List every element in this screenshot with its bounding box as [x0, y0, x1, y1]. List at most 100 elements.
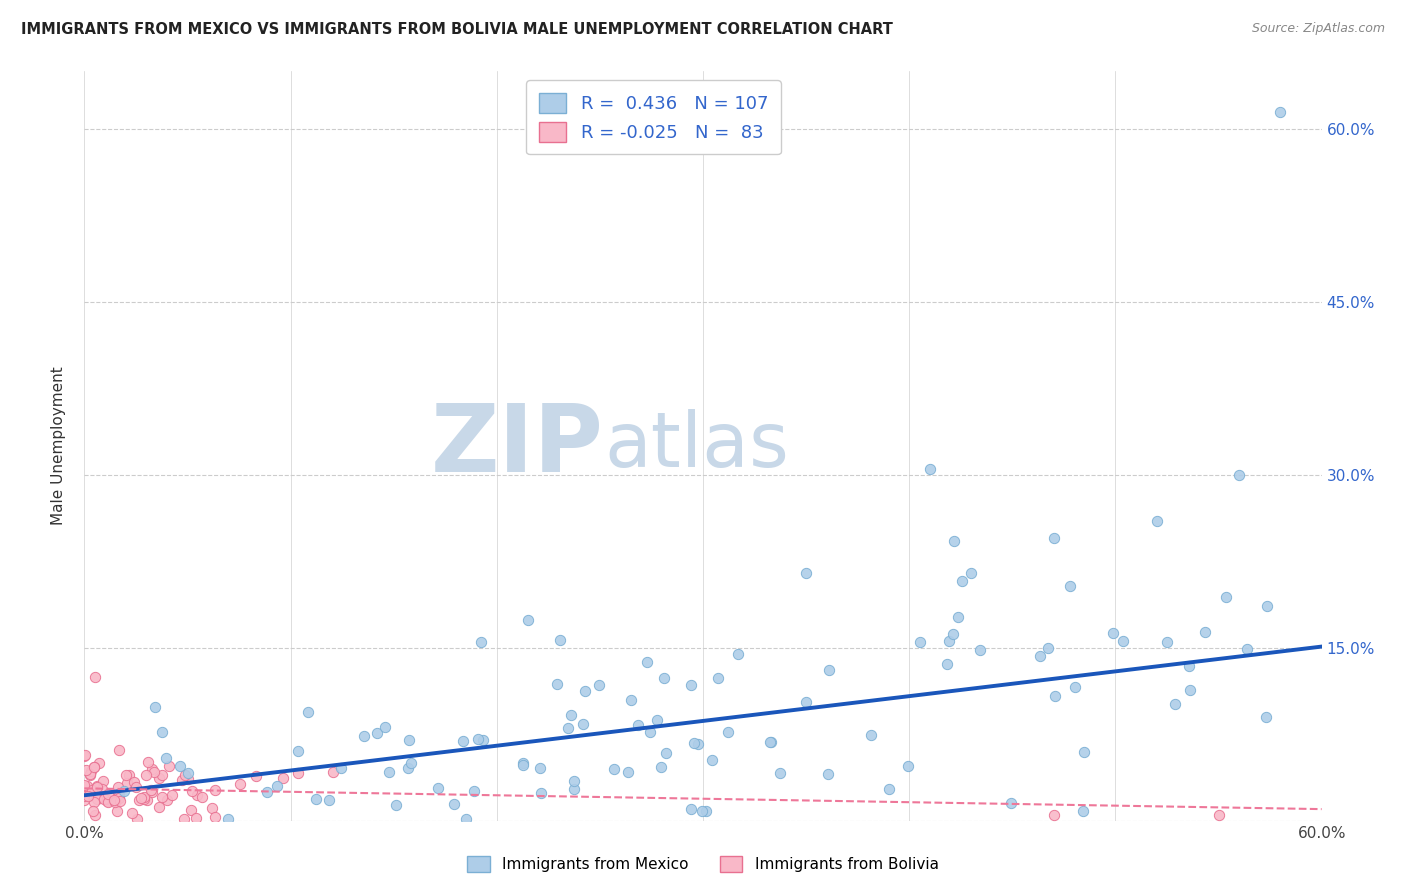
- Point: [297, 705, 319, 719]
- Point: [1059, 579, 1081, 593]
- Point: [1178, 658, 1201, 673]
- Point: [79, 766, 101, 780]
- Point: [530, 786, 553, 800]
- Text: Source: ZipAtlas.com: Source: ZipAtlas.com: [1251, 22, 1385, 36]
- Point: [588, 678, 610, 692]
- Point: [114, 767, 136, 781]
- Text: atlas: atlas: [605, 409, 789, 483]
- Point: [617, 765, 640, 780]
- Point: [512, 758, 534, 772]
- Point: [180, 803, 202, 817]
- Point: [1227, 467, 1250, 482]
- Point: [82, 783, 104, 797]
- Point: [1036, 641, 1059, 656]
- Point: [122, 775, 145, 789]
- Point: [173, 813, 195, 827]
- Point: [322, 764, 344, 779]
- Point: [463, 783, 485, 797]
- Point: [1215, 590, 1237, 604]
- Point: [318, 793, 340, 807]
- Point: [562, 773, 585, 788]
- Point: [108, 789, 131, 803]
- Point: [141, 785, 163, 799]
- Point: [443, 797, 465, 811]
- Point: [950, 574, 973, 589]
- Point: [83, 760, 105, 774]
- Point: [77, 789, 100, 803]
- Point: [943, 533, 966, 548]
- Point: [150, 767, 173, 781]
- Point: [75, 763, 97, 777]
- Point: [353, 730, 375, 744]
- Point: [204, 809, 226, 823]
- Point: [1236, 642, 1258, 657]
- Point: [650, 760, 672, 774]
- Point: [557, 721, 579, 735]
- Point: [132, 792, 155, 806]
- Point: [82, 804, 104, 818]
- Point: [141, 762, 163, 776]
- Point: [1101, 626, 1123, 640]
- Point: [385, 797, 408, 812]
- Point: [73, 747, 96, 762]
- Point: [960, 566, 983, 580]
- Point: [897, 759, 920, 773]
- Point: [76, 779, 98, 793]
- Point: [456, 813, 478, 827]
- Point: [157, 759, 180, 773]
- Point: [329, 761, 352, 775]
- Point: [877, 781, 900, 796]
- Point: [918, 462, 941, 476]
- Point: [717, 724, 740, 739]
- Point: [156, 793, 179, 807]
- Point: [682, 736, 704, 750]
- Point: [467, 731, 489, 746]
- Point: [818, 663, 841, 677]
- Point: [143, 699, 166, 714]
- Point: [256, 785, 278, 799]
- Point: [690, 804, 713, 818]
- Point: [688, 737, 710, 751]
- Point: [647, 713, 669, 727]
- Point: [1178, 683, 1201, 698]
- Point: [184, 811, 207, 825]
- Point: [1194, 624, 1216, 639]
- Point: [287, 744, 309, 758]
- Point: [132, 789, 155, 804]
- Point: [173, 768, 195, 782]
- Point: [201, 801, 224, 815]
- Point: [305, 791, 328, 805]
- Point: [136, 755, 159, 769]
- Point: [148, 771, 170, 785]
- Point: [86, 779, 108, 793]
- Point: [150, 724, 173, 739]
- Point: [1256, 599, 1278, 613]
- Point: [93, 791, 115, 805]
- Point: [562, 781, 585, 796]
- Point: [127, 813, 149, 827]
- Point: [636, 655, 658, 669]
- Point: [638, 725, 661, 739]
- Point: [93, 774, 115, 789]
- Point: [560, 708, 582, 723]
- Point: [707, 671, 730, 685]
- Point: [1000, 796, 1022, 810]
- Point: [139, 783, 162, 797]
- Point: [1156, 635, 1178, 649]
- Point: [204, 783, 226, 797]
- Point: [287, 766, 309, 780]
- Point: [794, 566, 817, 580]
- Point: [191, 790, 214, 805]
- Point: [529, 761, 551, 775]
- Point: [177, 765, 200, 780]
- Point: [104, 795, 127, 809]
- Point: [512, 756, 534, 771]
- Point: [97, 795, 120, 809]
- Point: [90, 781, 112, 796]
- Point: [366, 726, 388, 740]
- Point: [136, 792, 159, 806]
- Point: [546, 677, 568, 691]
- Point: [378, 764, 401, 779]
- Point: [969, 643, 991, 657]
- Point: [1071, 804, 1094, 818]
